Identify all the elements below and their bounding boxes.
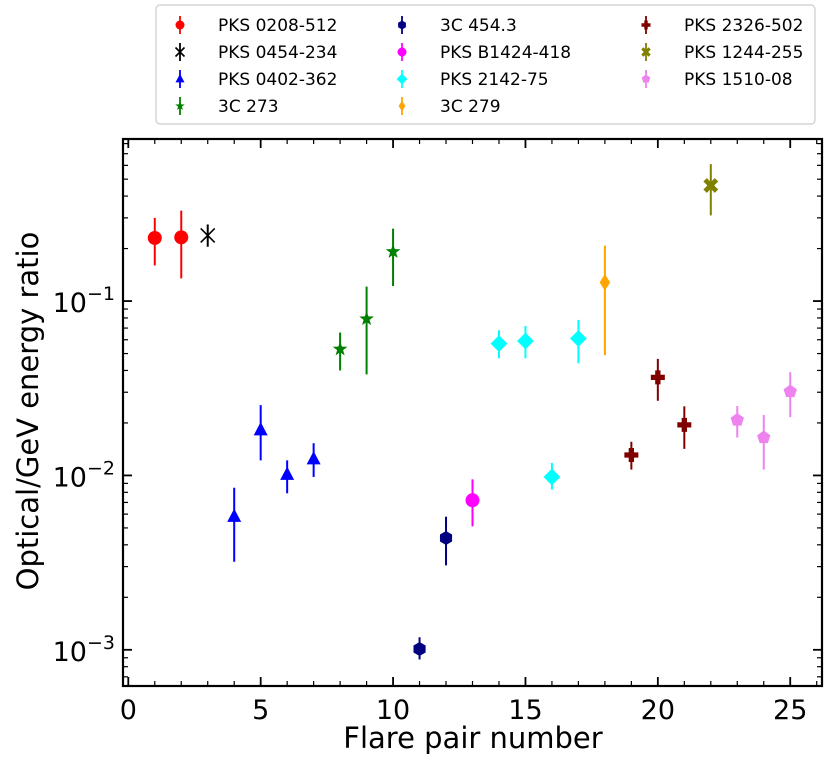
legend-item-8-label: 3C 279 (440, 97, 501, 117)
legend-item-2: PKS 0454-234 (174, 43, 337, 63)
x-axis-label: Flare pair number (343, 721, 602, 755)
series-9-point-3 (677, 417, 692, 432)
legend-item-7: PKS 2142-75 (396, 70, 549, 90)
series-4 (332, 228, 401, 375)
legend-item-6-label: PKS B1424-418 (440, 43, 571, 63)
series-11-point-2 (757, 430, 771, 444)
legend-item-3: PKS 0402-362 (175, 70, 337, 90)
legend-item-4-label: 3C 273 (218, 97, 279, 117)
series-10-point-1 (703, 178, 719, 193)
plot-frame (121, 137, 824, 688)
series-11-point-1 (730, 412, 744, 426)
legend-item-9: PKS 2326-502 (641, 16, 803, 36)
legend-item-1: PKS 0208-512 (175, 16, 337, 36)
series-7 (490, 319, 587, 490)
series-7-point-2 (517, 332, 534, 350)
legend-item-6-marker (397, 47, 407, 57)
series-7-point-1 (490, 335, 508, 353)
y-axis-label: Optical/GeV energy ratio (11, 232, 45, 591)
series-2 (200, 224, 216, 247)
legend-item-8: 3C 279 (398, 97, 501, 117)
series-1-point-1 (147, 230, 162, 245)
series-4-point-1 (332, 341, 348, 356)
series-8 (599, 245, 611, 356)
x-tick-label-20: 20 (641, 695, 675, 726)
series-9-point-1 (624, 447, 639, 462)
legend-item-8-marker (398, 100, 406, 112)
legend-item-2-label: PKS 0454-234 (218, 43, 337, 63)
legend-item-5-marker (398, 20, 406, 30)
series-4-point-3 (385, 243, 401, 258)
series-9-point-2 (650, 370, 665, 385)
series-5-point-2 (439, 530, 453, 545)
legend-item-2-marker-stroke-b (174, 46, 186, 58)
legend-item-11-marker (641, 74, 651, 83)
legend-item-9-marker (641, 20, 651, 30)
x-tick-label-0: 0 (120, 695, 137, 726)
series-6 (465, 479, 480, 527)
y-tick-label-3: 10−1 (53, 283, 115, 319)
legend-item-5-label: 3C 454.3 (440, 16, 517, 36)
axes: 0 5 10 15 20 25 10−3 10−2 10−1 (53, 137, 824, 726)
legend-item-6: PKS B1424-418 (397, 43, 571, 63)
series-3-point-1 (227, 508, 242, 522)
series-5 (413, 516, 453, 660)
series-3-point-2 (253, 422, 268, 436)
legend-item-4: 3C 273 (175, 97, 279, 117)
series-3-point-3 (280, 466, 295, 480)
y-tick-label-1: 10−3 (53, 632, 115, 668)
legend-item-11-label: PKS 1510-08 (684, 70, 793, 90)
series-7-point-3 (543, 468, 561, 486)
x-tick-label-25: 25 (773, 695, 807, 726)
legend-item-10-marker (641, 47, 651, 57)
series-3-point-4 (306, 451, 321, 465)
series-2-point-1 (200, 227, 216, 243)
legend-item-1-label: PKS 0208-512 (218, 16, 337, 36)
series-11-point-3 (783, 384, 797, 398)
legend-item-10: PKS 1244-255 (641, 43, 803, 63)
legend-item-3-label: PKS 0402-362 (218, 70, 337, 90)
series-3 (227, 405, 321, 562)
y-tick-label-2: 10−2 (53, 457, 115, 493)
series-8-point-1 (599, 273, 611, 291)
legend-box (155, 4, 816, 125)
series-9 (624, 358, 692, 470)
legend-item-4-marker (175, 101, 185, 111)
series-4-point-2 (359, 311, 374, 326)
legend: PKS 0208-512 PKS 0454-234 PKS 0402-362 3C 2… (155, 4, 816, 125)
legend-item-5: 3C 454.3 (398, 16, 517, 36)
series-10 (703, 164, 719, 216)
legend-item-7-marker (396, 73, 408, 85)
series-1-point-2 (174, 230, 189, 245)
series-1 (147, 210, 189, 279)
x-tick-label-10: 10 (376, 695, 410, 726)
legend-item-7-label: PKS 2142-75 (440, 70, 549, 90)
series-11 (730, 372, 797, 470)
legend-item-2-marker (174, 46, 186, 58)
legend-item-11: PKS 1510-08 (641, 70, 793, 90)
legend-item-10-label: PKS 1244-255 (684, 43, 803, 63)
legend-item-9-label: PKS 2326-502 (684, 16, 803, 36)
series-6-point-1 (465, 493, 480, 508)
plot-area (147, 164, 797, 660)
legend-item-3-marker (175, 73, 185, 83)
series-7-point-4 (570, 330, 587, 347)
legend-item-1-marker (175, 20, 185, 30)
x-tick-label-15: 15 (508, 695, 542, 726)
series-2-point-1-stroke-b (200, 227, 216, 243)
x-tick-label-5: 5 (252, 695, 269, 726)
series-5-point-1 (413, 642, 426, 657)
